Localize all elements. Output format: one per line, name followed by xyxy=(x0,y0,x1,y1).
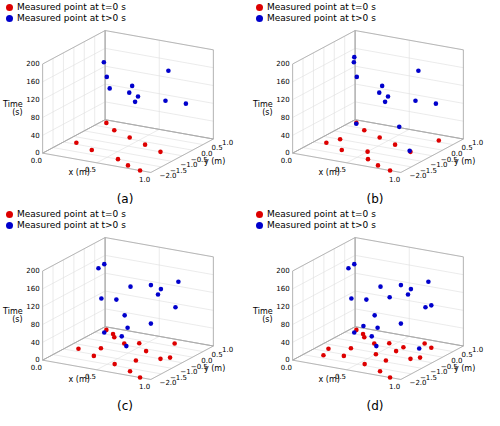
html-text:Measured point at t=0 s: Measured point at t=0 s xyxy=(267,2,376,12)
svg-text:1.0: 1.0 xyxy=(139,383,150,391)
svg-text:−0.5: −0.5 xyxy=(190,155,208,164)
svg-text:1.0: 1.0 xyxy=(472,346,483,354)
svg-text:1.0: 1.0 xyxy=(472,139,483,147)
html-text:Measured point at t=0 s: Measured point at t=0 s xyxy=(17,209,126,219)
html-text:Measured point at t=0 s: Measured point at t=0 s xyxy=(267,209,376,219)
svg-text:y (m): y (m) xyxy=(204,157,225,166)
svg-text:1.0: 1.0 xyxy=(222,346,233,354)
svg-text:80: 80 xyxy=(281,114,290,122)
svg-text:0: 0 xyxy=(35,149,39,157)
svg-text:120: 120 xyxy=(26,96,39,104)
svg-text:−2.0: −2.0 xyxy=(159,172,177,181)
svg-text:x (m): x (m) xyxy=(69,375,90,384)
svg-text:0.0: 0.0 xyxy=(31,364,42,372)
svg-text:y (m): y (m) xyxy=(454,364,475,373)
svg-text:0.0: 0.0 xyxy=(451,356,463,365)
html-text:Measured point at t=0 s: Measured point at t=0 s xyxy=(17,2,126,12)
html-text:Measured point at t>0 s: Measured point at t>0 s xyxy=(17,13,126,23)
svg-text:40: 40 xyxy=(281,132,290,140)
svg-text:0.0: 0.0 xyxy=(201,149,213,158)
svg-text:120: 120 xyxy=(276,96,289,104)
svg-text:−2.0: −2.0 xyxy=(159,379,177,388)
svg-text:200: 200 xyxy=(276,60,289,68)
html-text:Measured point at t>0 s: Measured point at t>0 s xyxy=(17,220,126,230)
svg-text:−1.5: −1.5 xyxy=(420,373,437,382)
svg-text:1.0: 1.0 xyxy=(389,383,400,391)
svg-text:Time(s): Time(s) xyxy=(252,100,273,117)
svg-text:Time(s): Time(s) xyxy=(2,307,23,324)
svg-text:120: 120 xyxy=(26,303,39,311)
html-text:(d): (d) xyxy=(366,399,384,413)
svg-text:−1.5: −1.5 xyxy=(170,166,187,175)
svg-text:y (m): y (m) xyxy=(204,364,225,373)
svg-text:160: 160 xyxy=(276,78,289,86)
svg-text:120: 120 xyxy=(276,303,289,311)
svg-text:160: 160 xyxy=(26,78,39,86)
svg-text:0.5: 0.5 xyxy=(211,144,223,153)
html-text:(c): (c) xyxy=(117,399,133,413)
svg-text:0.5: 0.5 xyxy=(211,351,223,360)
svg-text:0.0: 0.0 xyxy=(31,157,42,165)
svg-text:−0.5: −0.5 xyxy=(440,155,458,164)
svg-text:Time(s): Time(s) xyxy=(252,307,273,324)
svg-text:−1.0: −1.0 xyxy=(430,368,448,377)
svg-text:Time(s): Time(s) xyxy=(2,100,23,117)
svg-text:−2.0: −2.0 xyxy=(409,172,427,181)
svg-text:0.5: 0.5 xyxy=(84,166,97,175)
html-text:Measured point at t>0 s: Measured point at t>0 s xyxy=(267,13,376,23)
svg-text:−1.0: −1.0 xyxy=(180,368,198,377)
svg-text:0.5: 0.5 xyxy=(461,144,473,153)
svg-text:40: 40 xyxy=(31,132,40,140)
svg-text:−2.0: −2.0 xyxy=(409,379,427,388)
svg-text:0.5: 0.5 xyxy=(461,351,473,360)
svg-text:40: 40 xyxy=(281,339,290,347)
svg-text:0: 0 xyxy=(285,149,289,157)
svg-text:0.5: 0.5 xyxy=(334,373,347,382)
svg-text:80: 80 xyxy=(31,114,40,122)
svg-text:−1.5: −1.5 xyxy=(170,373,187,382)
svg-text:160: 160 xyxy=(276,285,289,293)
svg-text:0: 0 xyxy=(35,356,39,364)
svg-text:1.0: 1.0 xyxy=(222,139,233,147)
svg-text:40: 40 xyxy=(31,339,40,347)
svg-text:200: 200 xyxy=(26,60,39,68)
svg-text:0.0: 0.0 xyxy=(201,356,213,365)
svg-text:80: 80 xyxy=(31,321,40,329)
svg-text:y (m): y (m) xyxy=(454,157,475,166)
svg-text:160: 160 xyxy=(26,285,39,293)
svg-text:−1.5: −1.5 xyxy=(420,166,437,175)
svg-text:0.5: 0.5 xyxy=(334,166,347,175)
svg-text:−1.0: −1.0 xyxy=(180,161,198,170)
svg-text:0.0: 0.0 xyxy=(281,364,292,372)
svg-text:−1.0: −1.0 xyxy=(430,161,448,170)
svg-text:0.5: 0.5 xyxy=(84,373,97,382)
svg-text:0.0: 0.0 xyxy=(281,157,292,165)
svg-text:1.0: 1.0 xyxy=(389,176,400,184)
svg-text:200: 200 xyxy=(276,267,289,275)
svg-text:1.0: 1.0 xyxy=(139,176,150,184)
html-text:Measured point at t>0 s: Measured point at t>0 s xyxy=(267,220,376,230)
html-text:(b): (b) xyxy=(366,192,384,206)
svg-text:80: 80 xyxy=(281,321,290,329)
svg-text:−0.5: −0.5 xyxy=(190,362,208,371)
svg-text:x (m): x (m) xyxy=(69,168,90,177)
svg-text:0: 0 xyxy=(285,356,289,364)
svg-text:x (m): x (m) xyxy=(319,375,340,384)
svg-text:x (m): x (m) xyxy=(319,168,340,177)
svg-text:−0.5: −0.5 xyxy=(440,362,458,371)
svg-text:0.0: 0.0 xyxy=(451,149,463,158)
svg-text:200: 200 xyxy=(26,267,39,275)
html-text:(a): (a) xyxy=(116,192,134,206)
